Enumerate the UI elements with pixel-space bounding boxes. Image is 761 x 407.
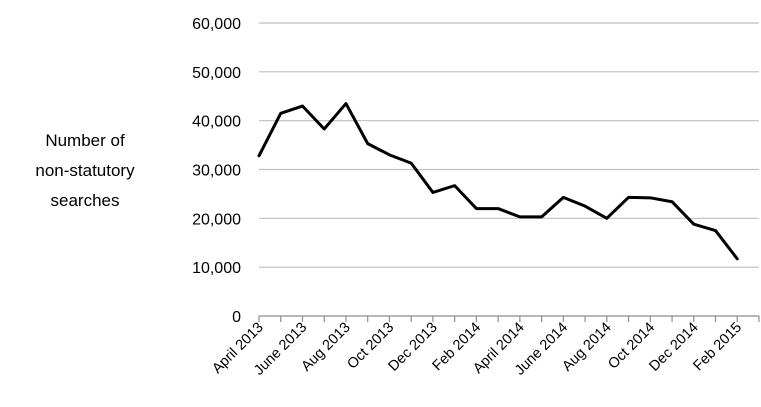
- y-tick-label: 10,000: [192, 260, 241, 277]
- y-axis-label-line-1: Number of: [45, 131, 125, 150]
- y-tick-label: 60,000: [192, 16, 241, 33]
- series-line: [257, 102, 739, 261]
- y-axis-label-line-3: searches: [51, 191, 120, 210]
- y-tick-label: 20,000: [192, 211, 241, 228]
- y-axis-label-line-2: non-statutory: [35, 161, 135, 180]
- y-axis-label: Number of non-statutory searches: [35, 131, 135, 210]
- y-tick-label: 0: [232, 309, 241, 326]
- plot-area: [257, 102, 739, 261]
- y-tick-label: 50,000: [192, 65, 241, 82]
- y-tick-label: 40,000: [192, 114, 241, 131]
- y-tick-label: 30,000: [192, 163, 241, 180]
- y-axis-ticks: 0 10,000 20,000 30,000 40,000 50,000 60,000: [192, 16, 241, 326]
- x-axis: [258, 315, 760, 322]
- x-tick-label: Feb 2015: [690, 320, 745, 375]
- gridlines: [259, 22, 759, 268]
